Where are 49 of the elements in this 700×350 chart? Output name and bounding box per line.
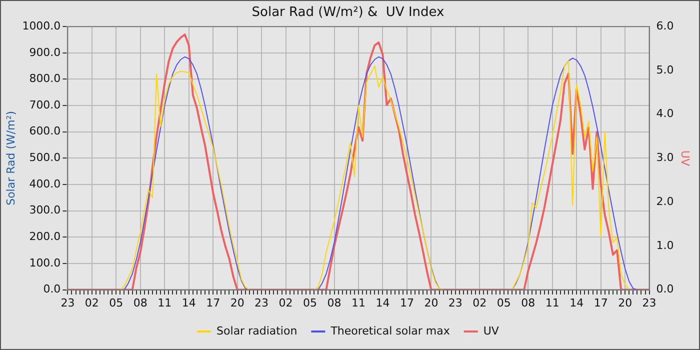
y-tick-label: 300.0	[29, 204, 61, 217]
legend-label: UV	[483, 324, 500, 338]
y-axis-title: Solar Rad (W/m²)	[4, 110, 18, 206]
y-tick-label: 600.0	[29, 124, 61, 138]
y2-axis-title: UV	[678, 150, 692, 166]
x-tick-label: 17	[400, 296, 414, 310]
chart-title: Solar Rad (W/m²) & UV Index	[252, 5, 445, 20]
y-tick-label: 900.0	[29, 46, 61, 59]
x-tick-label: 20	[618, 296, 632, 310]
x-tick-label: 14	[376, 296, 390, 310]
x-tick-label: 02	[84, 296, 99, 310]
x-tick-label: 20	[424, 296, 438, 310]
x-tick-label: 11	[545, 296, 560, 310]
x-tick-label: 14	[570, 296, 584, 310]
y2-tick-label: 3.0	[656, 151, 674, 164]
y-tick-label: 500.0	[29, 151, 61, 164]
y-tick-label: 100.0	[29, 256, 61, 270]
y-tick-label: 1000.0	[22, 19, 61, 32]
x-tick-label: 23	[60, 296, 75, 310]
x-tick-label: 17	[206, 296, 220, 310]
y2-tick-label: 1.0	[656, 238, 674, 252]
x-tick-label: 11	[158, 296, 172, 310]
x-tick-label: 08	[327, 296, 342, 310]
x-tick-label: 05	[109, 296, 124, 310]
y-tick-label: 700.0	[29, 98, 61, 112]
x-tick-label: 17	[594, 296, 608, 310]
x-tick-label: 23	[254, 296, 269, 310]
x-tick-label: 02	[472, 296, 487, 310]
x-tick-label: 08	[133, 296, 148, 310]
x-tick-label: 23	[642, 296, 656, 310]
y2-tick-label: 6.0	[656, 19, 674, 32]
y-tick-label: 200.0	[29, 230, 61, 244]
y2-tick-label: 5.0	[656, 63, 674, 76]
legend-label: Solar radiation	[216, 324, 298, 338]
y2-tick-label: 4.0	[656, 107, 674, 120]
x-tick-label: 02	[278, 296, 293, 310]
x-tick-label: 05	[496, 296, 511, 310]
y2-tick-label: 2.0	[656, 194, 674, 208]
x-tick-label: 11	[352, 296, 366, 310]
y-tick-label: 800.0	[29, 72, 61, 86]
y-tick-label: 400.0	[29, 177, 61, 190]
x-tick-label: 14	[182, 296, 196, 310]
x-tick-label: 23	[448, 296, 462, 310]
x-tick-label: 20	[230, 296, 244, 310]
x-tick-label: 08	[521, 296, 536, 310]
y2-tick-label: 0.0	[656, 282, 674, 296]
x-tick-label: 05	[303, 296, 318, 310]
legend-label: Theoretical solar max	[330, 324, 450, 338]
y-tick-label: 0.0	[43, 282, 61, 296]
